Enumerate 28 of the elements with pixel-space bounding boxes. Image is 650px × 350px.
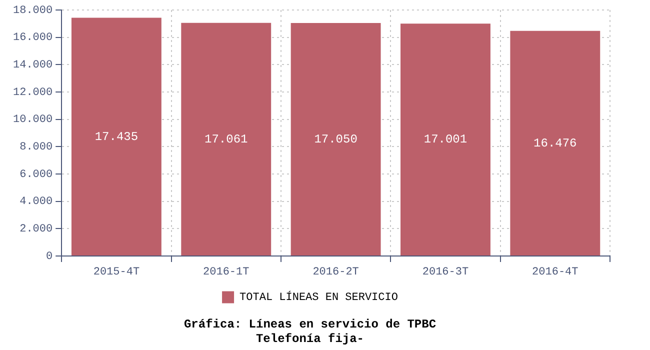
data-label: 17.050 — [314, 132, 358, 146]
y-tick-label: 4.000 — [20, 196, 53, 208]
y-tick-label: 14.000 — [12, 60, 53, 72]
x-tick-label: 2016-4T — [532, 266, 579, 279]
bar — [181, 22, 272, 256]
x-tick-label: 2015-4T — [93, 266, 140, 279]
y-tick-label: 0 — [46, 250, 53, 263]
y-tick-label: 10.000 — [12, 114, 53, 126]
y-tick-label: 8.000 — [20, 142, 53, 154]
text: Gráfica: Líneas en servicio de TPBC — [184, 317, 436, 332]
legend-label: TOTAL LÍNEAS EN SERVICIO — [240, 290, 398, 304]
data-label: 17.061 — [204, 132, 248, 146]
x-tick-label: 2016-1T — [203, 266, 250, 279]
y-tick-label: 18.000 — [12, 4, 53, 17]
data-label: 17.435 — [94, 130, 138, 144]
text: Telefonía fija- — [256, 332, 364, 346]
data-label: 16.476 — [534, 136, 577, 150]
y-tick-label: 6.000 — [20, 168, 53, 181]
y-tick-label: 2.000 — [20, 224, 53, 236]
bar — [71, 18, 162, 256]
y-tick-label: 16.000 — [12, 32, 53, 44]
bar — [400, 24, 490, 256]
bar — [510, 30, 600, 256]
x-tick-label: 2016-3T — [422, 266, 469, 279]
y-tick-label: 12.000 — [12, 86, 53, 99]
data-label: 17.001 — [424, 132, 468, 147]
bar — [290, 22, 381, 256]
x-tick-label: 2016-2T — [312, 266, 360, 279]
